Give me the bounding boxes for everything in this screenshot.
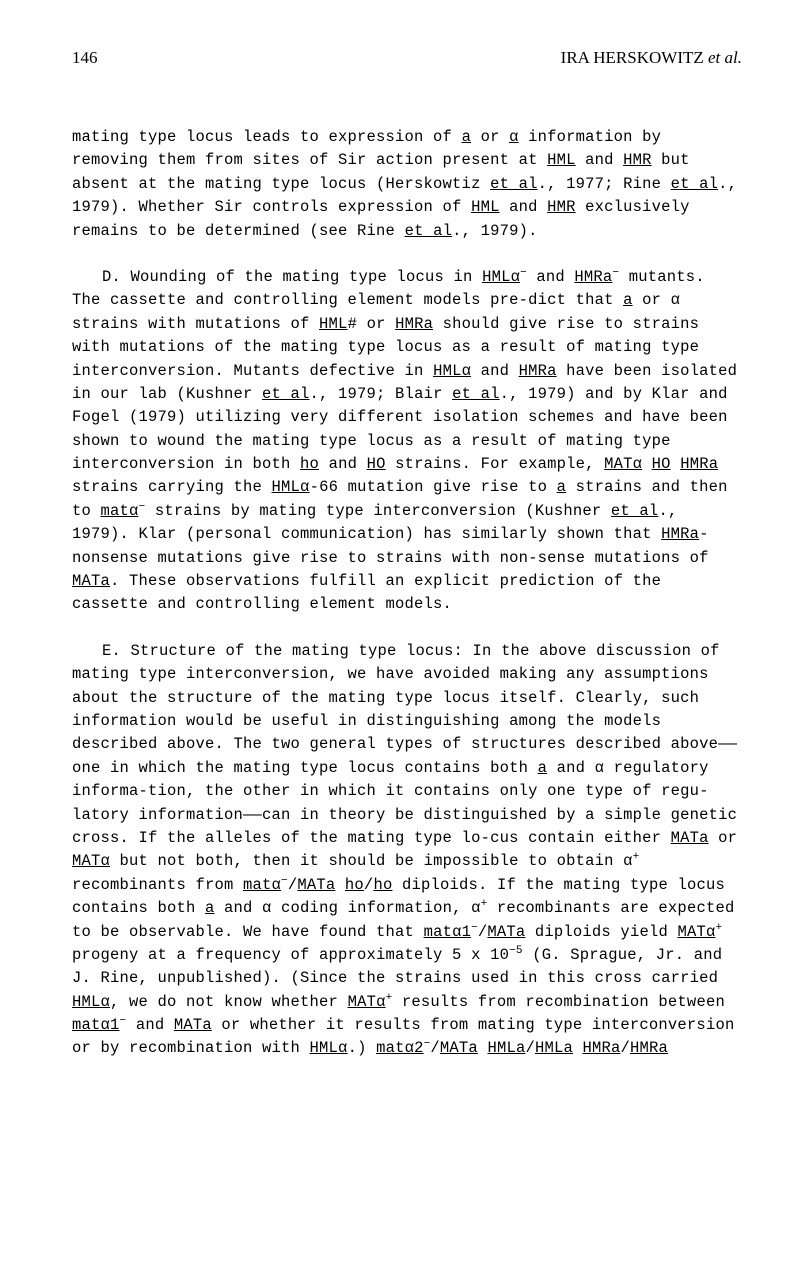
paragraph-1: mating type locus leads to expression of… — [72, 126, 742, 243]
author-header: IRA HERSKOWITZ et al. — [561, 48, 742, 68]
author-etal: et al. — [708, 48, 742, 67]
page-header: 146 IRA HERSKOWITZ et al. — [72, 48, 742, 68]
author-name: IRA HERSKOWITZ — [561, 48, 704, 67]
paragraph-2: D. Wounding of the mating type locus in … — [72, 266, 742, 617]
paragraph-3: E. Structure of the mating type locus: I… — [72, 640, 742, 1061]
page-number: 146 — [72, 48, 98, 68]
